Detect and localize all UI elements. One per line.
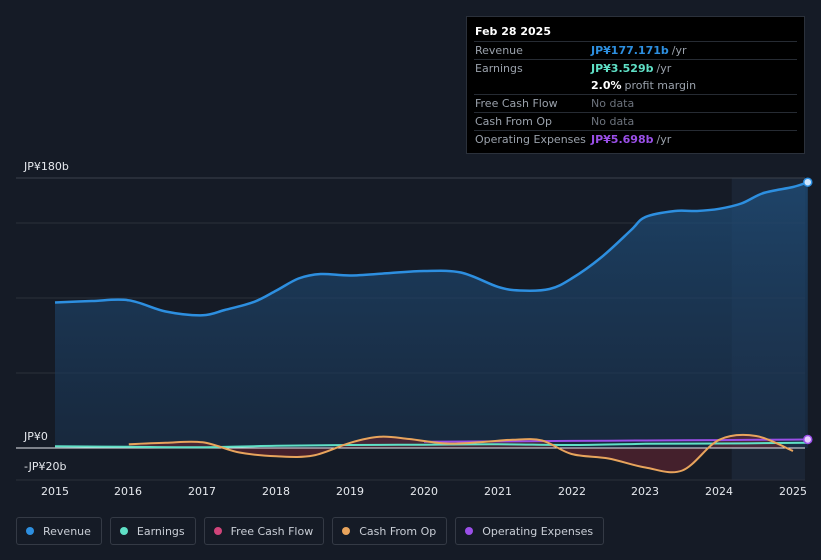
legend-dot-icon (342, 527, 351, 535)
legend-item-cash-from-op[interactable]: Cash From Op (332, 517, 448, 545)
tooltip-value: No data (591, 97, 635, 110)
x-tick-label: 2020 (410, 485, 438, 498)
legend-label: Cash From Op (359, 524, 437, 538)
tooltip-row-earnings: Earnings JP¥3.529b /yr (474, 59, 797, 77)
x-tick-label: 2021 (484, 485, 512, 498)
y-tick-label: JP¥0 (24, 430, 48, 443)
cash-from-op-line (128, 433, 794, 474)
tooltip-unit: /yr (656, 62, 672, 75)
tooltip-value: 2.0% (591, 79, 622, 92)
chart-canvas (16, 177, 813, 481)
tooltip-value: JP¥5.698b (591, 133, 654, 146)
legend-item-free-cash-flow[interactable]: Free Cash Flow (203, 517, 325, 545)
legend-dot-icon (465, 527, 474, 535)
x-tick-label: 2023 (631, 485, 659, 498)
x-tick-label: 2019 (336, 485, 364, 498)
tooltip-panel: Feb 28 2025 Revenue JP¥177.171b /yr Earn… (466, 16, 805, 154)
x-tick-label: 2017 (188, 485, 216, 498)
tooltip-date: Feb 28 2025 (475, 25, 551, 38)
tooltip-value: No data (591, 115, 635, 128)
revenue-end-marker (803, 177, 813, 187)
legend-label: Operating Expenses (482, 524, 594, 538)
legend-dot-icon (26, 527, 34, 535)
tooltip-row-fcf: Free Cash Flow No data (474, 94, 797, 112)
tooltip-unit: /yr (656, 133, 672, 146)
tooltip-label: Operating Expenses (475, 133, 586, 146)
y-tick-label: JP¥180b (24, 160, 69, 173)
revenue-area (55, 182, 808, 448)
tooltip-row-revenue: Revenue JP¥177.171b /yr (474, 41, 797, 59)
legend-dot-icon (119, 527, 128, 535)
x-tick-label: 2015 (41, 485, 69, 498)
legend-item-operating-expenses[interactable]: Operating Expenses (455, 517, 605, 545)
tooltip-label: Revenue (475, 44, 523, 57)
tooltip-label: Free Cash Flow (475, 97, 558, 110)
legend-label: Earnings (136, 524, 185, 538)
tooltip-value: JP¥177.171b (591, 44, 669, 57)
tooltip-row-cfo: Cash From Op No data (474, 112, 797, 130)
legend-label: Revenue (43, 524, 91, 538)
x-tick-label: 2016 (114, 485, 142, 498)
tooltip-row-margin: 2.0% profit margin (474, 77, 797, 94)
tooltip-value: JP¥3.529b (591, 62, 654, 75)
legend-item-revenue[interactable]: Revenue (16, 517, 102, 545)
tooltip-unit: profit margin (624, 79, 697, 92)
tooltip-label: Cash From Op (475, 115, 553, 128)
x-tick-label: 2025 (779, 485, 807, 498)
revenue-line (54, 181, 809, 317)
legend-label: Free Cash Flow (230, 524, 314, 538)
tooltip-label: Earnings (475, 62, 523, 75)
legend-item-earnings[interactable]: Earnings (109, 517, 196, 545)
opex-end-marker (803, 434, 813, 445)
y-tick-label: -JP¥20b (24, 460, 67, 473)
x-tick-label: 2024 (705, 485, 733, 498)
x-tick-label: 2018 (262, 485, 290, 498)
tooltip-label (474, 77, 591, 94)
tooltip-row-opex: Operating Expenses JP¥5.698b /yr (474, 130, 797, 148)
legend-dot-icon (213, 527, 222, 535)
tooltip-unit: /yr (671, 44, 687, 57)
legend: Revenue Earnings Free Cash Flow Cash Fro… (16, 517, 612, 545)
x-tick-label: 2022 (558, 485, 586, 498)
